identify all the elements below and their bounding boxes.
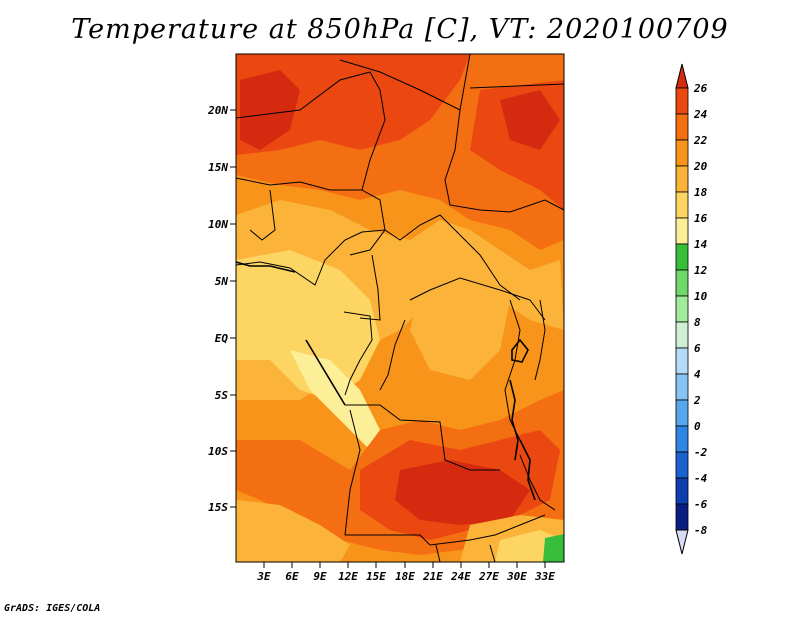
colorbar-label: 22 <box>693 134 708 147</box>
colorbar-label: 16 <box>694 212 708 225</box>
colorbar-box <box>675 321 689 349</box>
colorbar-box <box>675 295 689 323</box>
lat-label-eq: EQ <box>215 332 229 345</box>
lat-label-5s: 5S <box>215 389 229 402</box>
lat-label-10n: 10N <box>208 218 228 231</box>
lon-label-24e: 24E <box>450 570 471 583</box>
lon-label-9e: 9E <box>313 570 327 583</box>
lat-label-5n: 5N <box>215 275 229 288</box>
lon-label-21e: 21E <box>422 570 443 583</box>
colorbar-label: 2 <box>693 394 701 407</box>
colorbar-label: -8 <box>694 524 708 537</box>
colorbar-box <box>675 139 689 167</box>
colorbar-label: 4 <box>694 368 701 381</box>
colorbar-box <box>675 269 689 297</box>
colorbar-box <box>675 113 689 141</box>
lon-label-3e: 3E <box>256 570 271 583</box>
lat-label-15s: 15S <box>208 501 228 514</box>
temperature-field <box>236 54 564 562</box>
lon-label-15e: 15E <box>366 570 386 583</box>
longitude-axis: 3E 6E 9E 12E 15E 18E 21E 24E 27E 30E 33E <box>256 562 555 583</box>
colorbar-box <box>675 451 689 479</box>
colorbar-box <box>675 503 689 531</box>
colorbar-label: 12 <box>694 264 708 277</box>
colorbar-label: 20 <box>693 160 708 173</box>
colorbar-box <box>675 217 689 245</box>
lat-label-15n: 15N <box>208 161 228 174</box>
colorbar-label: -6 <box>694 498 708 511</box>
lon-label-6e: 6E <box>285 570 299 583</box>
colorbar-box <box>675 399 689 427</box>
chart-title: Temperature at 850hPa [C], VT: 202010070… <box>71 14 729 45</box>
lon-label-33e: 33E <box>534 570 555 583</box>
colorbar-top-arrow <box>675 63 689 89</box>
lat-label-10s: 10S <box>208 445 228 458</box>
lon-label-27e: 27E <box>478 570 499 583</box>
colorbar-label: 14 <box>694 238 708 251</box>
colorbar-box <box>675 373 689 401</box>
colorbar-label: 6 <box>694 342 701 355</box>
lon-label-12e: 12E <box>338 570 358 583</box>
colorbar-box <box>675 87 689 115</box>
colorbar-label: 8 <box>694 316 701 329</box>
colorbar-label: -4 <box>694 472 708 485</box>
latitude-axis: 20N 15N 10N 5N EQ 5S 10S 15S <box>207 104 236 514</box>
colorbar-label: -2 <box>694 446 708 459</box>
colorbar-label: 18 <box>694 186 708 199</box>
credit-label: GrADS: IGES/COLA <box>4 603 101 614</box>
colorbar-box <box>675 191 689 219</box>
colorbar-box <box>675 347 689 375</box>
lat-label-20n: 20N <box>207 104 228 117</box>
colorbar-box <box>675 477 689 505</box>
lon-label-18e: 18E <box>395 570 415 583</box>
colorbar-label: 24 <box>693 108 708 121</box>
colorbar-label: 0 <box>694 420 701 433</box>
colorbar-bottom-arrow <box>675 529 689 555</box>
colorbar-box <box>675 425 689 453</box>
colorbar-label: 10 <box>694 290 708 303</box>
lon-label-30e: 30E <box>506 570 527 583</box>
colorbar-label: 26 <box>693 82 708 95</box>
colorbar-box <box>675 165 689 193</box>
colorbar-box <box>675 243 689 271</box>
